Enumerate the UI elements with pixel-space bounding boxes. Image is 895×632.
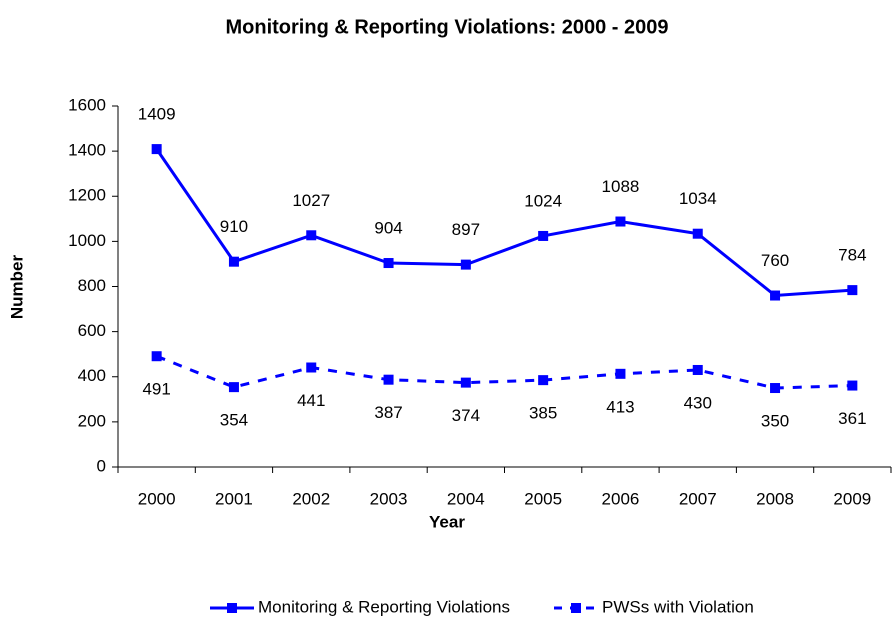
point-marker bbox=[538, 375, 549, 386]
data-label: 1024 bbox=[524, 191, 562, 210]
data-label: 1088 bbox=[602, 177, 640, 196]
x-tick-label: 2000 bbox=[138, 489, 176, 508]
x-tick-label: 2003 bbox=[370, 489, 408, 508]
data-label: 491 bbox=[142, 380, 170, 399]
x-tick-label: 2004 bbox=[447, 489, 485, 508]
point-marker bbox=[306, 362, 317, 373]
data-label: 910 bbox=[220, 217, 248, 236]
x-axis-title: Year bbox=[429, 512, 465, 531]
data-label: 904 bbox=[374, 219, 402, 238]
point-marker bbox=[383, 374, 394, 385]
point-marker bbox=[770, 290, 781, 301]
data-label: 387 bbox=[374, 403, 402, 422]
x-tick-label: 2005 bbox=[524, 489, 562, 508]
point-marker bbox=[615, 216, 626, 227]
data-label: 441 bbox=[297, 391, 325, 410]
data-label: 760 bbox=[761, 251, 789, 270]
x-tick-label: 2008 bbox=[756, 489, 794, 508]
data-label: 897 bbox=[452, 220, 480, 239]
legend-marker bbox=[571, 603, 581, 613]
data-label: 784 bbox=[838, 246, 866, 265]
data-label: 361 bbox=[838, 409, 866, 428]
data-label: 1027 bbox=[292, 191, 330, 210]
y-axis-title: Number bbox=[7, 255, 26, 320]
data-label: 354 bbox=[220, 411, 248, 430]
legend-marker bbox=[227, 603, 237, 613]
point-marker bbox=[692, 364, 703, 375]
x-tick-label: 2002 bbox=[292, 489, 330, 508]
x-tick-label: 2006 bbox=[602, 489, 640, 508]
y-tick-label: 800 bbox=[78, 276, 106, 295]
legend-label: PWSs with Violation bbox=[602, 597, 754, 616]
data-label: 385 bbox=[529, 404, 557, 423]
point-marker bbox=[770, 383, 781, 394]
point-marker bbox=[460, 377, 471, 388]
chart-title: Monitoring & Reporting Violations: 2000 … bbox=[225, 16, 668, 38]
data-label: 350 bbox=[761, 412, 789, 431]
legend-label: Monitoring & Reporting Violations bbox=[258, 597, 510, 616]
point-marker bbox=[151, 144, 162, 155]
point-marker bbox=[228, 256, 239, 267]
data-label: 1409 bbox=[138, 105, 176, 124]
data-label: 374 bbox=[452, 406, 480, 425]
y-tick-label: 1000 bbox=[68, 231, 106, 250]
point-marker bbox=[847, 380, 858, 391]
y-tick-label: 0 bbox=[97, 456, 106, 475]
point-marker bbox=[228, 382, 239, 393]
point-marker bbox=[306, 230, 317, 241]
point-marker bbox=[615, 368, 626, 379]
data-label: 413 bbox=[606, 397, 634, 416]
y-tick-label: 200 bbox=[78, 411, 106, 430]
series-line bbox=[155, 148, 853, 298]
y-tick-label: 400 bbox=[78, 366, 106, 385]
x-tick-label: 2007 bbox=[679, 489, 717, 508]
series-line bbox=[156, 354, 853, 390]
y-tick-label: 600 bbox=[78, 321, 106, 340]
y-tick-label: 1600 bbox=[68, 95, 106, 114]
x-tick-label: 2001 bbox=[215, 489, 253, 508]
point-marker bbox=[847, 285, 858, 296]
point-marker bbox=[692, 228, 703, 239]
point-marker bbox=[538, 230, 549, 241]
y-tick-label: 1400 bbox=[68, 141, 106, 160]
point-marker bbox=[460, 259, 471, 270]
x-tick-label: 2009 bbox=[833, 489, 871, 508]
y-tick-label: 1200 bbox=[68, 186, 106, 205]
data-label: 1034 bbox=[679, 189, 717, 208]
point-marker bbox=[151, 351, 162, 362]
data-label: 430 bbox=[684, 393, 712, 412]
point-marker bbox=[383, 258, 394, 269]
